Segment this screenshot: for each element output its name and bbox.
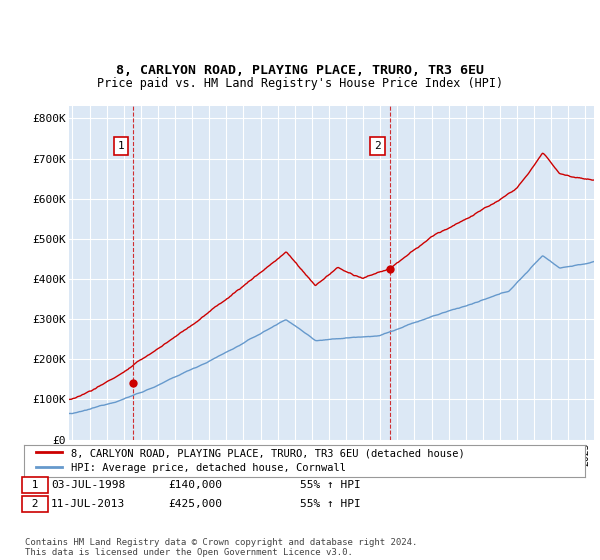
Legend: 8, CARLYON ROAD, PLAYING PLACE, TRURO, TR3 6EU (detached house), HPI: Average pr: 8, CARLYON ROAD, PLAYING PLACE, TRURO, T… <box>32 444 469 478</box>
Text: 03-JUL-1998: 03-JUL-1998 <box>51 480 125 490</box>
Text: 1: 1 <box>118 141 125 151</box>
Text: Price paid vs. HM Land Registry's House Price Index (HPI): Price paid vs. HM Land Registry's House … <box>97 77 503 90</box>
Text: 11-JUL-2013: 11-JUL-2013 <box>51 499 125 509</box>
Text: 1: 1 <box>25 480 46 490</box>
Text: 55% ↑ HPI: 55% ↑ HPI <box>300 480 361 490</box>
Text: 2: 2 <box>25 499 46 509</box>
Text: 2: 2 <box>374 141 381 151</box>
Text: £425,000: £425,000 <box>168 499 222 509</box>
Text: 55% ↑ HPI: 55% ↑ HPI <box>300 499 361 509</box>
Text: Contains HM Land Registry data © Crown copyright and database right 2024.
This d: Contains HM Land Registry data © Crown c… <box>25 538 418 557</box>
Text: £140,000: £140,000 <box>168 480 222 490</box>
Text: 8, CARLYON ROAD, PLAYING PLACE, TRURO, TR3 6EU: 8, CARLYON ROAD, PLAYING PLACE, TRURO, T… <box>116 63 484 77</box>
